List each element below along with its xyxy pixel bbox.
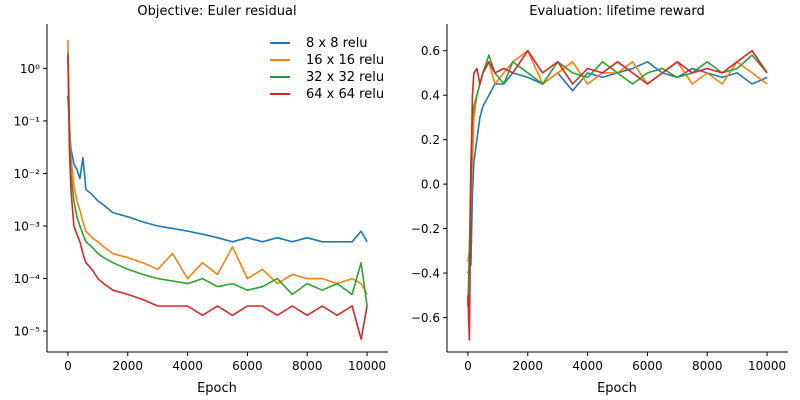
euler-residual-title: Objective: Euler residual <box>137 4 296 19</box>
y-tick-label: −0.4 <box>411 267 440 281</box>
y-tick-label: 10⁻² <box>14 167 41 181</box>
y-tick-label: 0.2 <box>421 133 440 147</box>
series-line-16x16relu <box>467 49 768 263</box>
x-tick-label: 0 <box>464 359 472 373</box>
legend-label-8x8: 8 x 8 relu <box>306 36 368 51</box>
euler-residual-x-ticks: 0 2000 4000 6000 8000 10000 <box>64 352 386 373</box>
series-line-8x8relu <box>67 95 368 243</box>
lifetime-reward-xlabel: Epoch <box>597 381 637 396</box>
euler-residual-panel: Objective: Euler residual Epoch 10⁻⁵ 10⁻⁴… <box>14 4 388 396</box>
x-tick-label: 6000 <box>632 359 663 373</box>
x-tick-label: 0 <box>64 359 72 373</box>
legend-label-16x16: 16 x 16 relu <box>306 53 384 68</box>
x-tick-label: 10000 <box>348 359 386 373</box>
lifetime-reward-title: Evaluation: lifetime reward <box>529 4 704 19</box>
y-tick-label: 10⁻¹ <box>14 114 41 128</box>
legend-entry: 16 x 16 relu <box>270 53 384 68</box>
y-tick-label: 0.0 <box>421 178 440 192</box>
y-tick-label: −0.2 <box>411 222 440 236</box>
y-tick-label: 10⁻³ <box>14 220 41 234</box>
y-tick-label: 10⁰ <box>20 62 40 76</box>
series-line-8x8relu <box>467 60 768 274</box>
x-tick-label: 8000 <box>292 359 323 373</box>
y-tick-label: 10⁻⁴ <box>14 272 41 286</box>
legend-entry: 32 x 32 relu <box>270 70 384 85</box>
x-tick-label: 2000 <box>512 359 543 373</box>
x-tick-label: 6000 <box>232 359 263 373</box>
x-tick-label: 10000 <box>748 359 786 373</box>
x-tick-label: 2000 <box>112 359 143 373</box>
x-tick-label: 8000 <box>692 359 723 373</box>
series-line-64x64relu <box>467 49 768 341</box>
series-line-32x32relu <box>467 54 768 307</box>
y-tick-label: 0.4 <box>421 89 440 103</box>
euler-residual-xlabel: Epoch <box>197 381 237 396</box>
legend: 8 x 8 relu 16 x 16 relu 32 x 32 relu 64 … <box>270 36 384 102</box>
legend-entry: 8 x 8 relu <box>270 36 368 51</box>
x-tick-label: 4000 <box>172 359 203 373</box>
lifetime-reward-lines <box>467 49 768 341</box>
series-line-16x16relu <box>67 39 368 295</box>
y-tick-label: 0.6 <box>421 44 440 58</box>
euler-residual-y-ticks: 10⁻⁵ 10⁻⁴ 10⁻³ 10⁻² 10⁻¹ 10⁰ <box>14 62 47 339</box>
y-tick-label: −0.6 <box>411 311 440 325</box>
lifetime-reward-x-ticks: 0 2000 4000 6000 8000 10000 <box>464 352 786 373</box>
euler-residual-lines <box>67 39 368 341</box>
lifetime-reward-y-ticks: −0.6 −0.4 −0.2 0.0 0.2 0.4 0.6 <box>411 44 447 325</box>
legend-label-64x64: 64 x 64 relu <box>306 87 384 102</box>
series-line-64x64relu <box>67 54 368 341</box>
legend-entry: 64 x 64 relu <box>270 87 384 102</box>
series-line-32x32relu <box>67 52 368 307</box>
x-tick-label: 4000 <box>572 359 603 373</box>
legend-label-32x32: 32 x 32 relu <box>306 70 384 85</box>
lifetime-reward-panel: Evaluation: lifetime reward Epoch −0.6−0… <box>411 4 788 396</box>
y-tick-label: 10⁻⁵ <box>14 325 41 339</box>
